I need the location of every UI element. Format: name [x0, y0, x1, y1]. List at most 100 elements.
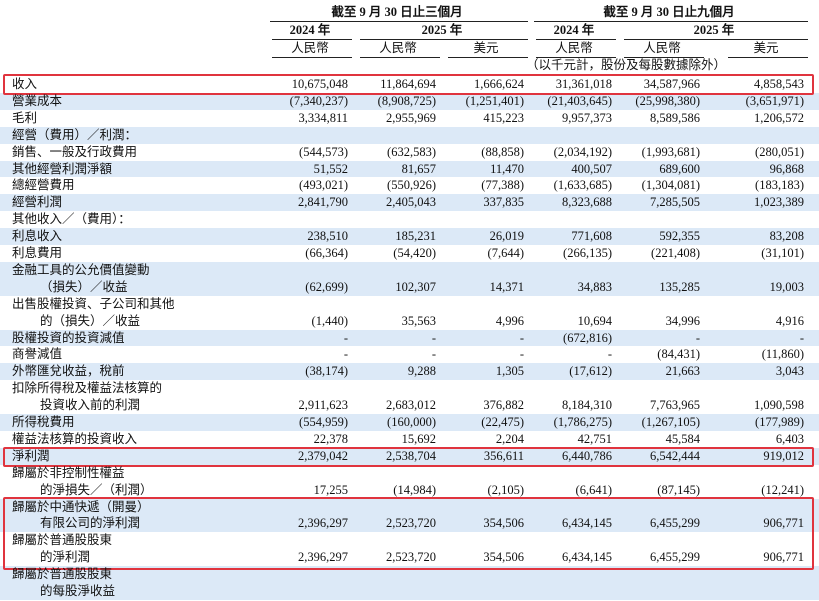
cell-value: 6,542,444 — [650, 448, 700, 463]
row-band — [0, 566, 819, 600]
cell-value: 17,255 — [313, 482, 348, 497]
cell-value: 2,911,623 — [298, 398, 348, 413]
unit-note: （以千元計，股份及每股數據除外） — [525, 58, 726, 72]
period-header: 截至 9 月 30 日止三個月 — [331, 5, 463, 19]
cell-value: - — [343, 347, 348, 362]
cell-value: 400,507 — [571, 161, 612, 176]
cell-value: (62,699) — [305, 279, 348, 294]
row-label: 商譽減值 — [12, 347, 63, 362]
cell-value: (1,440) — [311, 313, 348, 328]
row-label: 其他收入／（費用）： — [12, 212, 131, 227]
cell-value: 4,996 — [495, 313, 524, 328]
cell-value: (1,786,275) — [553, 415, 612, 429]
cell-value: 26,019 — [489, 229, 524, 244]
row-label: 營業成本 — [12, 93, 63, 108]
cell-value: 356,611 — [483, 448, 524, 463]
cell-value: (22,475) — [481, 415, 524, 429]
cell-value: 2,379,042 — [298, 448, 348, 463]
header-rule — [448, 57, 528, 58]
cell-value: 354,506 — [483, 550, 524, 565]
cell-value: (8,908,725) — [377, 93, 436, 108]
row-label: 金融工具的公允價值變動 — [12, 262, 150, 277]
row-band — [0, 414, 819, 431]
currency-header: 美元 — [473, 41, 499, 55]
row-label: 歸屬於普通股股東 — [12, 567, 113, 582]
header-rule — [272, 57, 352, 58]
cell-value: (672,816) — [563, 330, 612, 345]
year-header: 2025 年 — [421, 23, 463, 37]
cell-value: 8,184,310 — [562, 398, 612, 413]
cell-value: 906,771 — [763, 516, 804, 531]
cell-value: (550,926) — [387, 178, 436, 193]
row-label: 出售股權投資、子公司和其他 — [12, 296, 175, 311]
cell-value: 83,208 — [769, 229, 804, 244]
cell-value: 2,523,720 — [386, 516, 436, 531]
cell-value: 6,440,786 — [562, 448, 612, 463]
row-label: 歸屬於非控制性權益 — [12, 465, 125, 480]
row-band — [0, 126, 819, 144]
cell-value: (280,051) — [755, 144, 804, 159]
cell-value: 2,955,969 — [386, 110, 436, 125]
cell-value: 337,835 — [483, 195, 524, 210]
cell-value: 45,584 — [665, 431, 700, 446]
cell-value: (183,183) — [755, 178, 804, 193]
cell-value: 238,510 — [307, 229, 348, 244]
cell-value: - — [343, 330, 348, 345]
cell-value: (87,145) — [657, 482, 700, 497]
row-label: 的淨損失／（利潤） — [40, 482, 153, 497]
cell-value: (21,403,645) — [547, 93, 612, 108]
cell-value: 96,868 — [769, 161, 804, 176]
cell-value: (17,612) — [569, 364, 612, 379]
cell-value: 22,378 — [313, 431, 348, 446]
currency-header: 人民幣 — [291, 41, 329, 55]
cell-value: (1,993,681) — [641, 144, 700, 159]
cell-value: 1,023,389 — [754, 195, 804, 210]
cell-value: (38,174) — [305, 364, 348, 379]
cell-value: (77,388) — [481, 178, 524, 193]
cell-value: (3,651,971) — [745, 93, 804, 108]
header-rule — [624, 39, 808, 40]
row-label: 有限公司的淨利潤 — [40, 516, 141, 531]
cell-value: 2,405,043 — [386, 195, 436, 210]
period-header: 截至 9 月 30 日止九個月 — [603, 5, 735, 19]
row-label: 扣除所得稅及權益法核算的 — [12, 381, 163, 396]
header-rule — [272, 39, 352, 40]
cell-value: 2,396,297 — [298, 516, 348, 531]
currency-header: 人民幣 — [555, 41, 593, 55]
cell-value: 1,666,624 — [474, 77, 524, 91]
cell-value: 7,763,965 — [650, 398, 700, 413]
row-label: 其他經營利潤淨額 — [12, 161, 113, 176]
cell-value: 15,692 — [401, 431, 436, 446]
row-label: 投資收入前的利潤 — [40, 398, 141, 413]
cell-value: (2,034,192) — [553, 144, 612, 159]
row-label: 總經營費用 — [12, 178, 75, 193]
row-label: 利息費用 — [12, 246, 63, 260]
header-rule — [360, 39, 528, 40]
row-label: 外幣匯兌收益，稅前 — [12, 364, 125, 379]
cell-value: 592,355 — [659, 229, 700, 244]
header-rule — [536, 57, 616, 58]
row-label: 收入 — [12, 77, 38, 91]
cell-value: (221,408) — [651, 246, 700, 260]
cell-value: (266,135) — [563, 246, 612, 260]
row-band — [0, 194, 819, 212]
cell-value: 2,204 — [495, 431, 524, 446]
cell-value: (1,633,685) — [553, 178, 612, 193]
cell-value: 906,771 — [763, 550, 804, 565]
cell-value: - — [431, 330, 436, 345]
cell-value: (31,101) — [761, 246, 804, 260]
year-header: 2024 年 — [553, 23, 595, 37]
cell-value: 1,206,572 — [754, 110, 804, 125]
cell-value: 6,455,299 — [650, 516, 700, 531]
cell-value: - — [519, 330, 524, 345]
cell-value: (160,000) — [387, 415, 436, 429]
cell-value: 919,012 — [763, 448, 804, 463]
year-header: 2024 年 — [289, 23, 331, 37]
cell-value: 31,361,018 — [555, 77, 612, 91]
cell-value: 4,916 — [775, 313, 804, 328]
cell-value: 6,434,145 — [562, 550, 612, 565]
cell-value: 19,003 — [769, 279, 804, 294]
cell-value: 10,694 — [577, 313, 612, 328]
currency-header: 美元 — [753, 41, 779, 55]
